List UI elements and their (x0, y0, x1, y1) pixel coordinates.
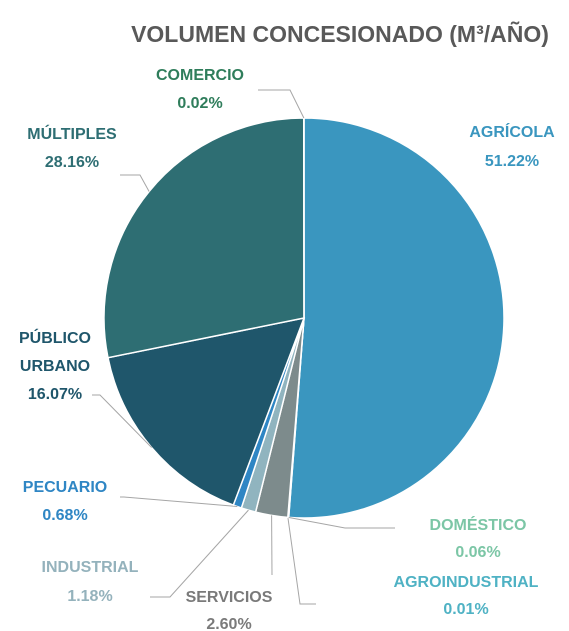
slice-value-label: 0.06% (455, 544, 500, 561)
leader-line (120, 496, 238, 508)
slice-value-label: 0.01% (443, 601, 488, 618)
slice-label: PECUARIO (23, 479, 107, 496)
slice-label: SERVICIOS (186, 589, 273, 606)
slice-value-label: 28.16% (45, 154, 99, 171)
slice-value-label: 51.22% (485, 153, 539, 170)
pie-slice (287, 117, 505, 519)
slice-label: COMERCIO (156, 67, 244, 84)
slice-label: DOMÉSTICO (430, 515, 527, 534)
slice-value-label: 16.07% (28, 386, 82, 403)
slice-value-label: 2.60% (206, 616, 251, 631)
leader-line (288, 516, 395, 529)
slice-label: PÚBLICO URBANO (19, 328, 91, 375)
pie-slice (107, 316, 306, 507)
label-line: PÚBLICO (19, 328, 91, 347)
leader-line (287, 517, 316, 605)
label-line: URBANO (20, 358, 90, 375)
leader-line (92, 394, 152, 448)
leader-line (150, 509, 249, 598)
slice-label: AGROINDUSTRIAL (394, 574, 539, 591)
slice-label: AGRÍCOLA (469, 122, 555, 141)
pie-slice (103, 117, 305, 359)
leader-line (120, 174, 150, 192)
leader-line (258, 89, 305, 119)
slice-value-label: 0.02% (177, 95, 222, 112)
slice-label: MÚLTIPLES (27, 124, 117, 143)
chart-title: VOLUMEN CONCESIONADO (M³/AÑO) (131, 20, 549, 47)
slice-label: INDUSTRIAL (42, 559, 139, 576)
slice-value-label: 0.68% (42, 507, 87, 524)
slice-value-label: 1.18% (67, 588, 112, 605)
